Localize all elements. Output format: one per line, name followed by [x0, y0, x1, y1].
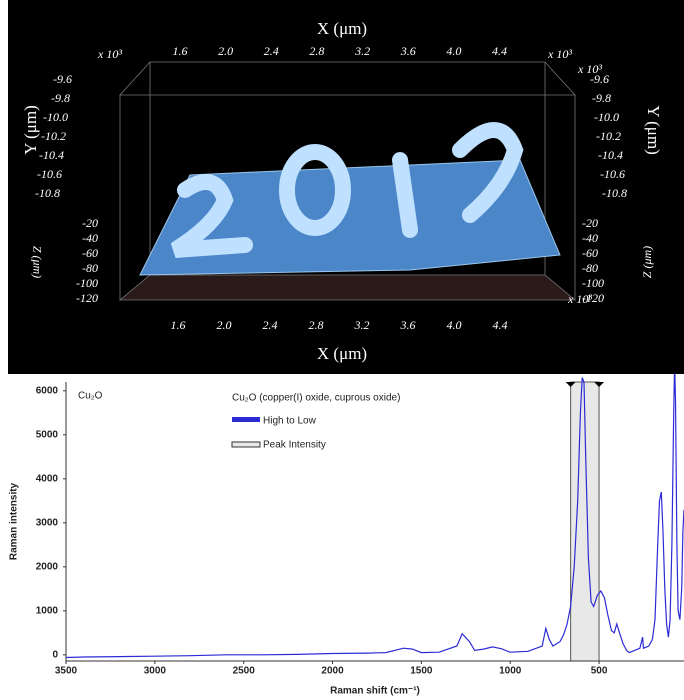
legend-title: Cu₂O (copper(I) oxide, cuprous oxide)	[232, 393, 400, 404]
x-tick-label: 1000	[499, 666, 522, 677]
y-tick-label: -10.6	[600, 167, 625, 181]
x-tick-label: 2.4	[264, 44, 279, 58]
axis-title: Y (μm)	[644, 105, 663, 155]
axis-title: X (μm)	[317, 344, 367, 363]
x-tick-label: 1.6	[171, 318, 186, 332]
axis-title: Y (μm)	[21, 105, 40, 155]
z-tick-label: -120	[582, 291, 604, 305]
y-tick-label: 4000	[36, 473, 59, 484]
x-tick-label: 3.2	[354, 44, 370, 58]
y-tick-label: -10.0	[594, 110, 619, 124]
z-tick-label: -40	[82, 231, 98, 245]
legend-swatch	[232, 417, 260, 422]
legend-swatch	[232, 442, 260, 447]
surface-panel: X (μm) X (μm) Y (μm) Y (μm) Z (μm) Z (μm) x 10…	[0, 0, 684, 374]
y-tick-label: -9.6	[53, 72, 72, 86]
y-tick-label: 0	[52, 649, 58, 660]
y-tick-label: 2000	[36, 561, 59, 572]
x-tick-label: 3.6	[400, 44, 416, 58]
x-tick-label: 4.0	[446, 44, 461, 58]
z-tick-label: -80	[82, 261, 98, 275]
y-tick-label: 6000	[36, 385, 59, 396]
axis-title: Z (μm)	[640, 246, 654, 278]
z-tick-label: -100	[582, 276, 604, 290]
y-tick-label: -10.0	[43, 110, 68, 124]
x-tick-label: 2.4	[263, 318, 278, 332]
y-tick-label: -10.4	[598, 148, 623, 162]
page: {"chart_data":[ {"type":"surface","x_lab…	[0, 0, 684, 700]
y-tick-label: -9.8	[592, 91, 611, 105]
z-tick-label: -20	[82, 216, 98, 230]
x-tick-label: 500	[591, 666, 608, 677]
multiplier: x 10³	[547, 47, 572, 61]
x-tick-label: 2500	[233, 666, 256, 677]
x-tick-label: 4.4	[493, 318, 508, 332]
x-tick-label: 4.0	[447, 318, 462, 332]
y-tick-label: -10.8	[35, 186, 60, 200]
x-tick-label: 1.6	[173, 44, 188, 58]
x-tick-label: 1500	[410, 666, 433, 677]
axis-title: Z (μm)	[30, 246, 44, 278]
x-axis-title: Raman shift (cm⁻¹)	[330, 686, 420, 697]
x-tick-label: 3000	[144, 666, 167, 677]
y-tick-label: -10.8	[602, 186, 627, 200]
x-tick-label: 3.2	[354, 318, 370, 332]
y-tick-label: 5000	[36, 429, 59, 440]
z-tick-label: -120	[76, 291, 98, 305]
legend-label: High to Low	[263, 416, 317, 427]
x-tick-label: 2.0	[217, 318, 232, 332]
sample-label: Cu₂O	[78, 391, 103, 402]
x-tick-label: 2.8	[309, 318, 324, 332]
z-tick-label: -100	[76, 276, 98, 290]
y-axis-title: Raman intensity	[9, 482, 20, 560]
y-tick-label: -10.4	[39, 148, 64, 162]
z-tick-label: -60	[582, 246, 598, 260]
x-tick-label: 2.0	[218, 44, 233, 58]
z-tick-label: -40	[582, 231, 598, 245]
z-tick-label: -20	[582, 216, 598, 230]
y-tick-label: -10.2	[596, 129, 621, 143]
x-tick-label: 4.4	[492, 44, 507, 58]
y-tick-label: -9.6	[590, 72, 609, 86]
y-tick-label: 1000	[36, 605, 59, 616]
x-tick-label: 2000	[321, 666, 344, 677]
y-tick-label: 3000	[36, 517, 59, 528]
y-tick-label: -10.6	[37, 167, 62, 181]
y-tick-label: -10.2	[41, 129, 66, 143]
y-tick-label: -9.8	[51, 91, 70, 105]
z-tick-label: -60	[82, 246, 98, 260]
x-tick-label: 3500	[55, 666, 78, 677]
multiplier: x 10³	[97, 47, 122, 61]
axis-title: X (μm)	[317, 19, 367, 38]
z-tick-label: -80	[582, 261, 598, 275]
x-tick-label: 3.6	[400, 318, 416, 332]
legend-label: Peak Intensity	[263, 440, 326, 451]
x-tick-label: 2.8	[309, 44, 324, 58]
